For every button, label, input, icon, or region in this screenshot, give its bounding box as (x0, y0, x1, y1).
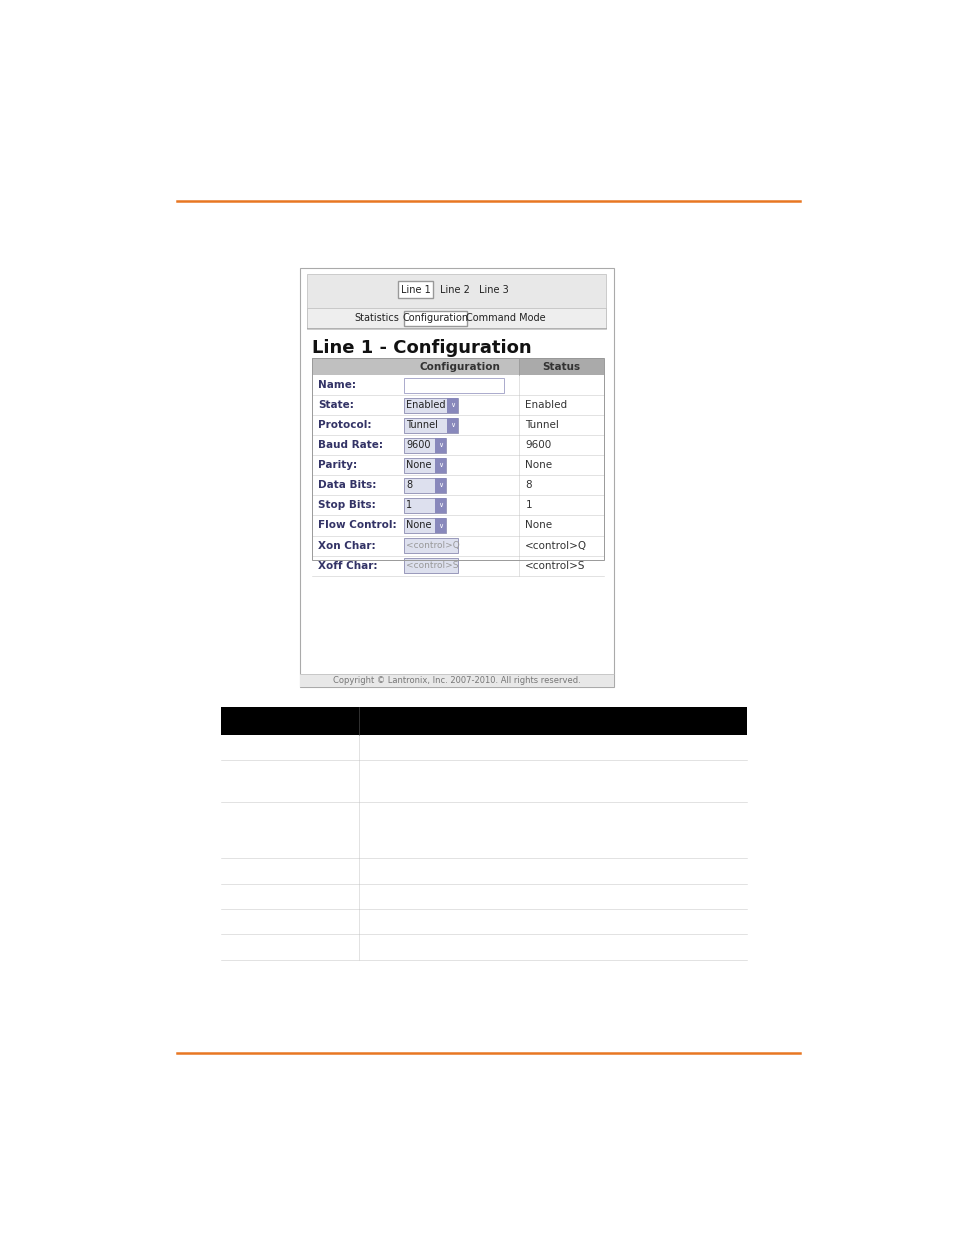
Text: Configuration: Configuration (402, 314, 468, 324)
Text: Statistics: Statistics (354, 314, 398, 324)
Bar (435, 478, 446, 493)
Bar (220, 935, 746, 960)
Text: Xoff Char:: Xoff Char: (318, 561, 377, 571)
Bar (312, 475, 604, 495)
Text: Configuration: Configuration (419, 362, 500, 372)
Text: None: None (406, 461, 431, 471)
Bar (312, 358, 604, 375)
Bar (403, 398, 457, 412)
Bar (220, 735, 746, 760)
Text: None: None (525, 520, 552, 531)
Bar (403, 378, 503, 393)
Bar (312, 536, 604, 556)
Bar (220, 883, 746, 909)
Bar (518, 358, 604, 375)
Text: <control>Q: <control>Q (525, 541, 587, 551)
Bar (403, 498, 446, 514)
Text: 1: 1 (525, 500, 532, 510)
Text: None: None (406, 520, 431, 531)
Bar (312, 515, 604, 536)
Bar (447, 417, 457, 433)
Bar (220, 858, 746, 883)
Text: Xon Char:: Xon Char: (318, 541, 375, 551)
Text: ∨: ∨ (450, 403, 455, 409)
Text: Stop Bits:: Stop Bits: (318, 500, 375, 510)
Text: Data Bits:: Data Bits: (318, 480, 376, 490)
Bar (312, 415, 604, 436)
Text: Baud Rate:: Baud Rate: (318, 441, 383, 451)
Bar (403, 517, 446, 534)
Bar (397, 282, 433, 299)
Bar (403, 537, 457, 553)
Bar (312, 556, 604, 576)
Bar (447, 398, 457, 412)
Text: Enabled: Enabled (525, 400, 567, 410)
Bar (435, 517, 446, 534)
Text: ∨: ∨ (450, 422, 455, 429)
Bar (477, 282, 510, 299)
Text: Status: Status (542, 362, 580, 372)
Bar (312, 395, 604, 415)
Text: <control>Q: <control>Q (406, 541, 459, 550)
Text: ∨: ∨ (437, 522, 443, 529)
Text: None: None (525, 461, 552, 471)
Text: Line 1: Line 1 (400, 285, 430, 295)
Text: Flow Control:: Flow Control: (318, 520, 396, 531)
Text: Protocol:: Protocol: (318, 420, 372, 431)
Text: <control>S: <control>S (406, 561, 458, 571)
Bar (307, 274, 605, 327)
Text: Enabled: Enabled (406, 400, 445, 410)
Bar (403, 311, 467, 326)
Text: Line 1 - Configuration: Line 1 - Configuration (312, 340, 531, 357)
Bar (438, 282, 471, 299)
Text: Name:: Name: (318, 380, 356, 390)
Bar (312, 495, 604, 515)
Bar (353, 311, 399, 326)
Text: ∨: ∨ (437, 442, 443, 448)
Bar (312, 375, 604, 395)
Text: 1: 1 (406, 500, 412, 510)
Text: 8: 8 (525, 480, 532, 490)
Bar (307, 308, 605, 330)
Bar (299, 674, 613, 687)
Text: <control>S: <control>S (525, 561, 585, 571)
Bar (403, 478, 446, 493)
Bar (220, 802, 746, 858)
Bar (435, 437, 446, 453)
Bar (403, 417, 457, 433)
Bar (403, 437, 446, 453)
Bar (435, 458, 446, 473)
Bar (312, 358, 604, 561)
Text: ∨: ∨ (437, 483, 443, 489)
Bar (220, 708, 746, 735)
Bar (403, 558, 457, 573)
Bar (312, 436, 604, 456)
Text: 9600: 9600 (525, 441, 551, 451)
Text: Parity:: Parity: (318, 461, 357, 471)
Text: State:: State: (318, 400, 354, 410)
Text: Line 2: Line 2 (439, 285, 469, 295)
Text: Tunnel: Tunnel (525, 420, 558, 431)
Bar (299, 268, 613, 687)
Bar (403, 458, 446, 473)
Text: 8: 8 (406, 480, 412, 490)
Text: ∨: ∨ (437, 503, 443, 509)
Bar (472, 311, 537, 326)
Text: 9600: 9600 (406, 441, 430, 451)
Text: Line 3: Line 3 (479, 285, 509, 295)
Bar (220, 760, 746, 802)
Text: Tunnel: Tunnel (406, 420, 437, 431)
Bar (435, 498, 446, 514)
Bar (312, 456, 604, 475)
Text: Copyright © Lantronix, Inc. 2007-2010. All rights reserved.: Copyright © Lantronix, Inc. 2007-2010. A… (333, 676, 580, 685)
Text: Command Mode: Command Mode (465, 314, 545, 324)
Text: ∨: ∨ (437, 462, 443, 468)
Bar (220, 909, 746, 935)
